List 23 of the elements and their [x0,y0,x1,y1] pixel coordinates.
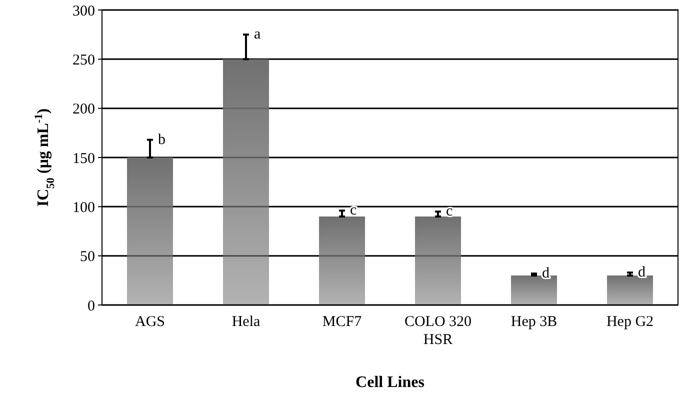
bar [126,158,174,305]
y-tick-label: 150 [72,150,95,167]
y-tick-label: 250 [72,52,95,68]
bar [222,59,270,305]
y-tick-label: 50 [80,249,95,266]
y-tick-label: 200 [72,102,95,118]
x-tick-label: Hep G2 [606,314,654,330]
x-tick-label: MCF7 [322,314,362,330]
x-tick-label: Hela [232,314,260,330]
bar [414,216,462,305]
x-axis-title: Cell Lines [356,374,424,391]
y-tick-label: 100 [72,200,95,216]
annotation: c [446,204,453,220]
x-tick-label: AGS [134,314,166,330]
x-tick-label: COLO 320 HSR [404,314,472,348]
annotation: b [158,132,166,148]
annotation: a [254,26,261,43]
annotation: c [350,202,357,219]
bar [606,276,654,305]
y-tick-label: 0 [88,298,95,314]
bar [318,216,366,305]
y-tick-label: 300 [72,3,95,20]
x-tick-label: Hep 3B [510,314,558,330]
